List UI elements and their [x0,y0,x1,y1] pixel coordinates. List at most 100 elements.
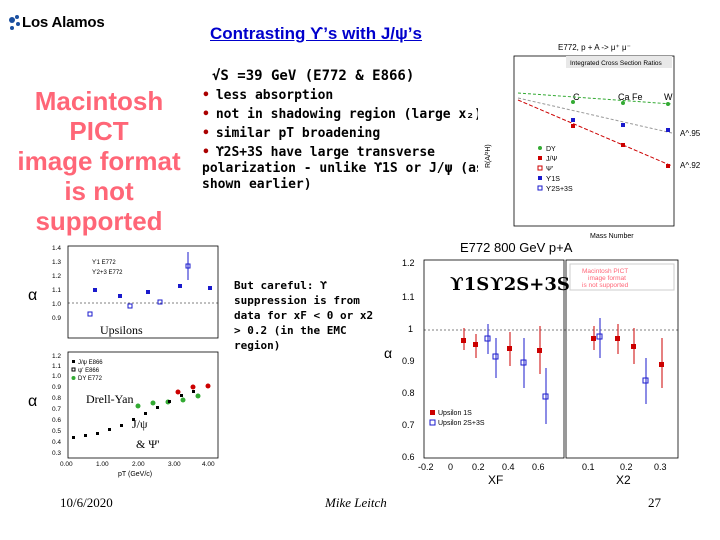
svg-text:1.0: 1.0 [52,373,61,380]
plot-ylabel: R(A/²H) [485,144,492,168]
left-alpha-plot: α α 1.4 1.3 1.2 1.1 1.0 0.9 ϒ1 E772 ϒ2+3… [28,245,219,478]
svg-text:ϒ2+3 E772: ϒ2+3 E772 [92,270,123,276]
svg-text:0.1: 0.1 [582,462,595,472]
svg-text:1.00: 1.00 [96,461,109,468]
dy-point [571,100,575,104]
unsupported-image-placeholder: Macintosh PICT image format is not suppo… [4,86,194,236]
right-alpha-plot: E772 800 GeV p+A α 1.2 1.1 1 0.9 0.8 0.7… [384,240,679,487]
plot-title: E772, p + A -> μ⁺ μ⁻ [558,43,631,52]
subtitle-box [566,56,672,68]
x2-ticks: 0.1 0.2 0.3 [582,462,667,472]
logo-text: Los Alamos [22,14,105,31]
svg-text:0.6: 0.6 [52,417,61,424]
upsilons-label: Upsilons [100,323,143,337]
svg-text:Upsilon 2S+3S: Upsilon 2S+3S [438,420,485,427]
svg-text:0.4: 0.4 [52,439,61,446]
svg-text:0.8: 0.8 [402,388,415,398]
xf-points [461,324,549,424]
plot-legend: DY J/Ψ Ψ' ϒ1S ϒ2S+3S [537,146,573,193]
right-yticks: 1.2 1.1 1 0.9 0.8 0.7 0.6 [402,258,415,462]
jpsi-point [666,164,670,168]
upsilon-points [87,252,212,317]
bullet-item: • not in shadowing region (large x₂) [202,107,482,122]
jpsi-line [517,99,673,167]
top-panel-yticks: 1.4 1.3 1.2 1.1 1.0 0.9 [52,245,61,322]
svg-text:0.4: 0.4 [502,462,515,472]
svg-text:0.00: 0.00 [60,461,73,468]
right-alpha-label: α [384,345,392,361]
svg-text:0.6: 0.6 [402,452,415,462]
upsilon-line [517,97,673,134]
bullet-item: • less absorption [202,88,334,103]
label-upsilon-1s: ϒ1S [450,274,489,295]
jpsi-points [72,383,211,439]
svg-text:0.9: 0.9 [52,384,61,391]
svg-text:3.00: 3.00 [168,461,181,468]
x2-axis-label: X2 [616,473,631,487]
svg-text:0.9: 0.9 [402,356,415,366]
svg-text:ϒ1S: ϒ1S [546,176,560,183]
svg-text:0.3: 0.3 [52,450,61,457]
svg-text:J/ψ E866: J/ψ E866 [78,360,103,366]
slide-title: Contrasting ϒ’s with J/ψ’s [210,24,422,43]
svg-text:1.1: 1.1 [52,287,61,294]
svg-text:-0.2: -0.2 [418,462,434,472]
svg-text:4.00: 4.00 [202,461,215,468]
jpsi-point [571,124,575,128]
svg-text:0.7: 0.7 [52,406,61,413]
jpsi-label: J/ψ [132,417,148,431]
svg-text:1.1: 1.1 [52,363,61,370]
svg-text:1: 1 [408,324,413,334]
top-panel-frame [67,245,219,339]
logo-dots-icon [9,15,20,30]
bottom-panel-legend: J/ψ E866 ψ' E866 DY E772 [71,360,103,382]
upsilon-point [621,123,625,127]
plot-xlabel: Mass Number [590,233,634,240]
svg-text:0.2: 0.2 [620,462,633,472]
alpha-label-bottom: α [28,393,37,410]
target-w: W [664,92,673,102]
footer-page-number: 27 [648,495,661,510]
bullet-item: • similar pT broadening [202,126,381,141]
bullet-list: √S =39 GeV (E772 & E866) • less absorptio… [202,68,522,196]
svg-text:ϒ2S+3S: ϒ2S+3S [546,186,573,193]
svg-text:ϒ1 E772: ϒ1 E772 [92,260,116,266]
svg-text:2.00: 2.00 [132,461,145,468]
svg-text:1.4: 1.4 [52,245,61,252]
pict-line: Macintosh PICT [34,86,164,146]
upsilon-point [571,118,575,122]
xf-axis-label: XF [488,473,503,487]
svg-text:0.3: 0.3 [654,462,667,472]
bullet-header: √S =39 GeV (E772 & E866) [212,68,415,84]
x-ticks: 0.00 1.00 2.00 3.00 4.00 [60,461,215,468]
dy-point [666,102,670,106]
bottom-panel-frame [67,351,219,459]
svg-text:0.5: 0.5 [52,428,61,435]
svg-text:DY E772: DY E772 [78,376,103,382]
top-right-plot: E772, p + A -> μ⁺ μ⁻ Integrated Cross Se… [478,38,714,240]
right-plot-legend: Upsilon 1S Upsilon 2S+3S [429,410,485,427]
right-pict-line: is not supported [582,282,629,289]
svg-text:1.1: 1.1 [402,292,415,302]
pt-xlabel: pT (GeV/c) [118,471,152,478]
bullet-item: • ϒ2S+3S have large transverse polarizati… [202,145,516,192]
right-plot-title: E772 800 GeV p+A [460,240,573,255]
jpsi-point [621,143,625,147]
svg-text:Upsilon 1S: Upsilon 1S [438,410,472,417]
svg-text:1.0: 1.0 [52,301,61,308]
plot-subtitle: Integrated Cross Section Ratios [570,60,663,67]
svg-text:0.8: 0.8 [52,395,61,402]
svg-text:0: 0 [448,462,453,472]
right-pict-box [569,263,675,291]
svg-text:1.2: 1.2 [52,273,61,280]
right-pict-line: Macintosh PICT [582,268,628,275]
caveat-note: But careful: ϒ suppression is from data … [234,279,374,352]
top-panel-legend: ϒ1 E772 ϒ2+3 E772 [92,260,123,276]
alpha-label-top: α [28,287,37,304]
bottom-panel-yticks: 1.2 1.1 1.0 0.9 0.8 0.7 0.6 0.5 0.4 0.3 [52,353,61,457]
svg-text:1.2: 1.2 [52,353,61,360]
drell-yan-label: Drell-Yan [86,392,133,406]
exponent-92: A^.92 [680,161,701,170]
svg-text:ψ' E866: ψ' E866 [78,368,100,374]
svg-text:DY: DY [546,146,556,153]
